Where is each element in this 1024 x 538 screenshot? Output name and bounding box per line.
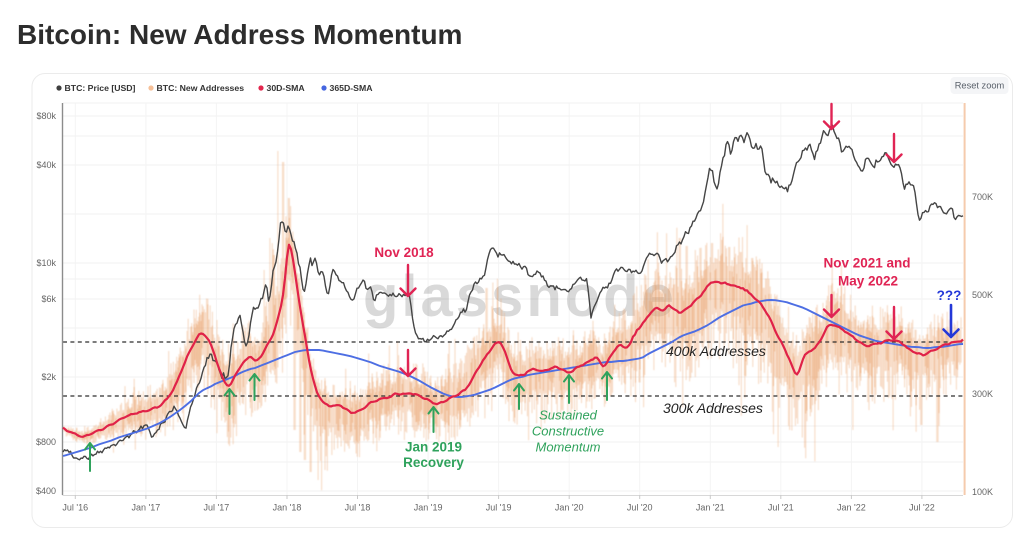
svg-text:Jan '20: Jan '20 xyxy=(555,503,584,513)
svg-text:Sustained: Sustained xyxy=(539,408,598,423)
svg-text:Jul '18: Jul '18 xyxy=(345,503,371,513)
svg-text:Jan '18: Jan '18 xyxy=(273,503,302,513)
svg-text:700K: 700K xyxy=(972,192,993,202)
svg-text:Jan '21: Jan '21 xyxy=(696,503,725,513)
svg-text:Momentum: Momentum xyxy=(535,440,600,455)
svg-text:Jul '21: Jul '21 xyxy=(768,503,794,513)
svg-text:100K: 100K xyxy=(972,487,993,497)
svg-text:Jan '19: Jan '19 xyxy=(414,503,443,513)
svg-text:Jul '17: Jul '17 xyxy=(204,503,230,513)
svg-text:30D-SMA: 30D-SMA xyxy=(267,83,306,93)
svg-text:Reset zoom: Reset zoom xyxy=(955,81,1005,91)
svg-text:$80k: $80k xyxy=(36,111,56,121)
svg-text:300k Addresses: 300k Addresses xyxy=(663,400,763,416)
svg-text:Jan 2019: Jan 2019 xyxy=(405,440,462,455)
svg-text:Nov 2018: Nov 2018 xyxy=(374,245,434,260)
svg-text:$2k: $2k xyxy=(41,372,56,382)
svg-text:???: ??? xyxy=(937,288,962,303)
svg-text:400k Addresses: 400k Addresses xyxy=(666,343,766,359)
svg-text:BTC: Price [USD]: BTC: Price [USD] xyxy=(65,83,136,93)
svg-text:$10k: $10k xyxy=(36,258,56,268)
svg-text:Recovery: Recovery xyxy=(403,455,464,470)
svg-text:500K: 500K xyxy=(972,290,993,300)
svg-text:$6k: $6k xyxy=(41,294,56,304)
svg-text:Jul '19: Jul '19 xyxy=(486,503,512,513)
svg-text:Jul '22: Jul '22 xyxy=(909,503,935,513)
svg-text:Jan '17: Jan '17 xyxy=(132,503,161,513)
svg-text:BTC: New Addresses: BTC: New Addresses xyxy=(157,83,245,93)
svg-text:Nov 2021 and: Nov 2021 and xyxy=(823,256,910,271)
svg-text:$800: $800 xyxy=(36,437,56,447)
svg-text:Bitcoin: New Address Momentum: Bitcoin: New Address Momentum xyxy=(17,19,462,50)
svg-text:Jul '16: Jul '16 xyxy=(62,503,88,513)
svg-text:Jan '22: Jan '22 xyxy=(837,503,866,513)
svg-text:$40k: $40k xyxy=(36,160,56,170)
svg-text:300K: 300K xyxy=(972,389,993,399)
svg-text:$400: $400 xyxy=(36,486,56,496)
svg-text:Jul '20: Jul '20 xyxy=(627,503,653,513)
svg-text:May 2022: May 2022 xyxy=(838,274,898,289)
svg-text:365D-SMA: 365D-SMA xyxy=(330,83,374,93)
svg-text:Constructive: Constructive xyxy=(532,424,604,439)
